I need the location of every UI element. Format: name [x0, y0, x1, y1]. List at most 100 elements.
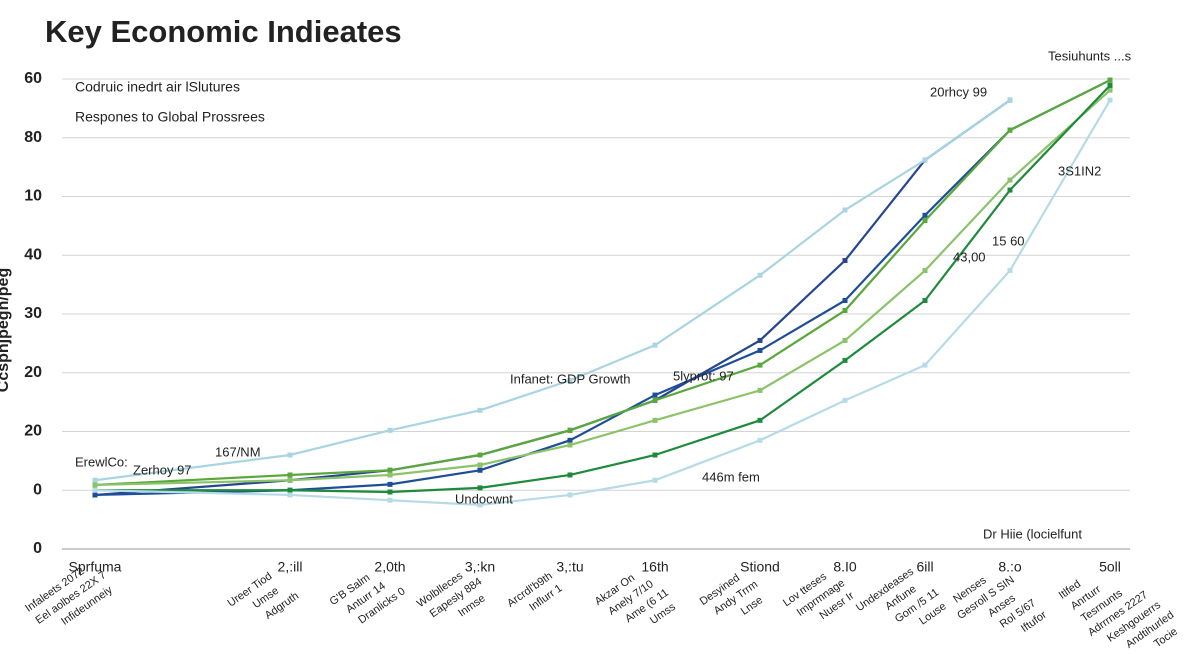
series-line	[94, 99, 1011, 482]
x-tick-label: 3,:kn	[465, 559, 495, 575]
point-marker	[92, 477, 98, 483]
point-marker	[387, 481, 393, 487]
annotation: 446m fem	[702, 469, 760, 484]
point-marker	[1007, 177, 1013, 183]
point-marker	[387, 427, 393, 433]
point-marker	[922, 212, 928, 218]
annotation: 15 60	[992, 233, 1025, 248]
point-marker	[922, 157, 928, 163]
point-marker	[567, 442, 573, 448]
y-tick-label: 60	[24, 70, 42, 87]
y-tick-label: 20	[24, 423, 42, 440]
point-marker	[1007, 127, 1013, 133]
point-marker	[92, 487, 98, 493]
series-line	[94, 79, 1111, 497]
point-marker	[477, 462, 483, 468]
point-marker	[477, 485, 483, 491]
series-line	[94, 89, 1111, 487]
point-marker	[567, 472, 573, 478]
annotation: 20rhcy 99	[930, 84, 987, 99]
annotation: 3S1IN2	[1058, 163, 1101, 178]
point-marker	[1007, 268, 1013, 274]
point-marker	[287, 487, 293, 493]
point-marker	[757, 272, 763, 278]
y-tick-label: 80	[24, 129, 42, 146]
annotation: Undocwnt	[455, 491, 513, 506]
point-marker	[757, 337, 763, 343]
point-marker	[922, 218, 928, 224]
point-marker	[842, 397, 848, 403]
point-marker	[567, 437, 573, 443]
point-marker	[92, 492, 98, 498]
point-marker	[287, 452, 293, 458]
point-marker	[1107, 87, 1113, 93]
y-axis-label: Ccsphjpegh/peg	[0, 268, 12, 392]
point-marker	[477, 452, 483, 458]
point-marker	[842, 207, 848, 213]
x-tick-label: 3,:tu	[556, 559, 583, 575]
subtitle: Codruic inedrt air lSlutures	[75, 79, 240, 95]
point-marker	[922, 268, 928, 274]
x-tick-label: 8.:o	[998, 559, 1022, 575]
point-marker	[757, 417, 763, 423]
annotation: 5lyprot: 97	[673, 368, 734, 383]
y-tick-label: 10	[24, 188, 42, 205]
point-marker	[757, 437, 763, 443]
point-marker	[757, 347, 763, 353]
point-marker	[287, 472, 293, 478]
point-marker	[567, 427, 573, 433]
point-marker	[842, 337, 848, 343]
point-marker	[567, 377, 573, 383]
annotation: Infanet: GDP Growth	[510, 371, 630, 386]
point-marker	[387, 497, 393, 503]
y-tick-label: 20	[24, 364, 42, 381]
point-marker	[757, 387, 763, 393]
point-marker	[287, 492, 293, 498]
x-tick-label: Sprfuma	[69, 559, 122, 575]
annotation: ErewlCo:	[75, 454, 128, 469]
annotation: Tesiuhunts ...s	[1048, 48, 1132, 63]
x-tick-label: 8.I0	[833, 559, 857, 575]
point-marker	[287, 477, 293, 483]
point-marker	[842, 307, 848, 313]
point-marker	[387, 472, 393, 478]
point-marker	[567, 492, 573, 498]
point-marker	[1107, 82, 1113, 88]
point-marker	[387, 489, 393, 495]
subtitle: Respones to Global Prossrees	[75, 109, 265, 125]
y-tick-label: 0	[33, 481, 42, 498]
x-tick-label: 6ill	[916, 559, 933, 575]
x-tick-label: 2,:ill	[278, 559, 303, 575]
annotation: 167/NM	[215, 444, 261, 459]
x-tick-label: Stiond	[740, 559, 780, 575]
point-marker	[652, 392, 658, 398]
y-tick-label: 30	[24, 305, 42, 322]
x-tick-label: 2,0th	[374, 559, 405, 575]
point-marker	[922, 362, 928, 368]
x-tick-label: 5oll	[1099, 559, 1121, 575]
chart-title: Key Economic Indieates	[45, 14, 402, 49]
y-tick-label: 0	[33, 540, 42, 557]
point-marker	[387, 467, 393, 473]
point-marker	[652, 417, 658, 423]
point-marker	[842, 357, 848, 363]
point-marker	[1107, 77, 1113, 83]
point-marker	[477, 502, 483, 508]
point-marker	[652, 477, 658, 483]
annotation: Dr Hiie (locielfunt	[983, 526, 1082, 541]
point-marker	[477, 407, 483, 413]
point-marker	[922, 297, 928, 303]
point-marker	[652, 452, 658, 458]
point-marker	[477, 467, 483, 473]
point-marker	[652, 342, 658, 348]
point-marker	[842, 297, 848, 303]
point-marker	[652, 397, 658, 403]
y-tick-label: 40	[24, 246, 42, 263]
annotation: 43,00	[953, 249, 986, 264]
point-marker	[1007, 187, 1013, 193]
x-tick-label: 16th	[641, 559, 668, 575]
point-marker	[1007, 97, 1013, 103]
point-marker	[842, 258, 848, 264]
point-marker	[757, 362, 763, 368]
